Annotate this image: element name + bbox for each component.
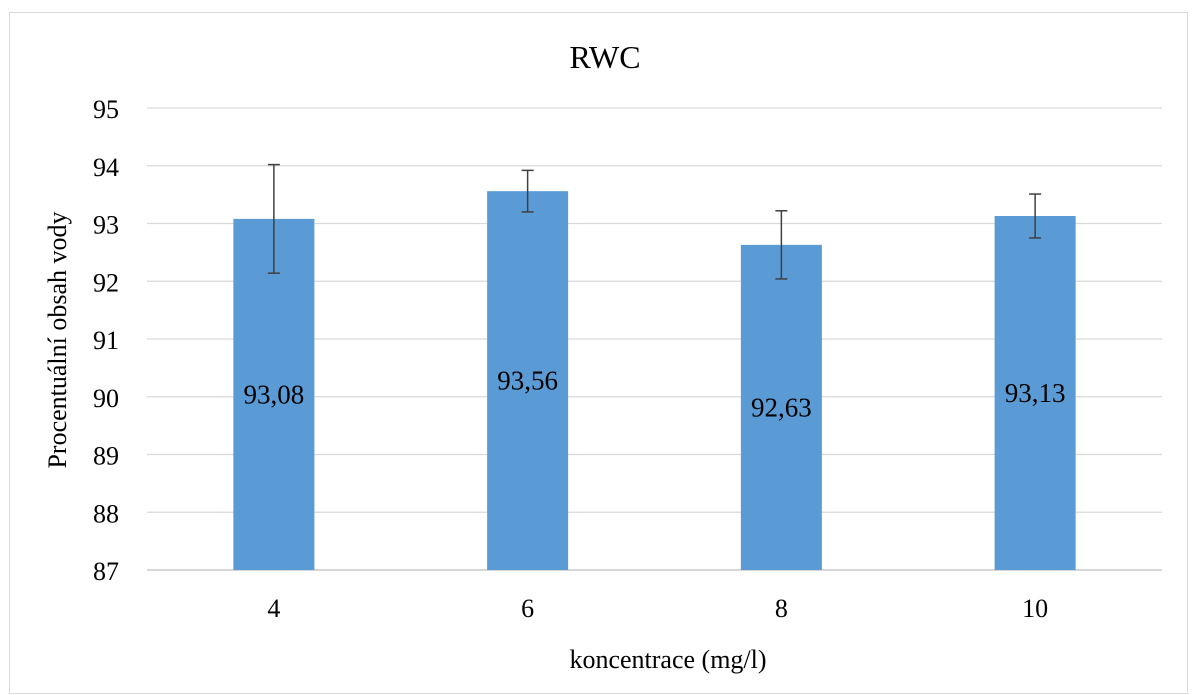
y-tick-label: 93 [93,211,119,240]
bar [994,215,1076,570]
data-label: 93,13 [1005,378,1066,408]
error-bar [775,210,788,280]
x-axis-label: koncentrace (mg/l) [569,645,766,674]
bars [233,191,1076,570]
x-tick-label: 10 [1022,594,1048,623]
y-tick-label: 94 [93,153,119,182]
error-bars [267,163,1042,280]
x-axis-tick-labels: 4 6 8 10 [267,594,1048,623]
y-tick-label: 90 [93,384,119,413]
gridlines [147,107,1162,571]
y-tick-label: 89 [93,442,119,471]
y-axis-label: Procentuální obsah vody [43,211,72,468]
bar [233,218,315,570]
x-tick-label: 6 [521,594,534,623]
x-tick-label: 4 [267,594,280,623]
x-tick-label: 8 [775,594,788,623]
y-tick-label: 87 [93,557,119,586]
data-label: 93,08 [244,379,305,409]
data-label: 92,63 [751,392,812,422]
chart-title: RWC [569,39,640,75]
y-axis-tick-labels: 87 88 89 90 91 92 93 94 95 [93,95,119,586]
error-bar [1029,193,1042,239]
y-tick-label: 95 [93,95,119,124]
y-tick-label: 88 [93,499,119,528]
bar [487,191,569,570]
y-tick-label: 92 [93,268,119,297]
y-tick-label: 91 [93,326,119,355]
error-bar [267,163,280,274]
bar [740,244,822,570]
data-label: 93,56 [497,366,558,396]
error-bar [521,169,534,213]
data-labels: 93,08 93,56 92,63 93,13 [244,366,1066,423]
chart-area [9,12,1188,694]
